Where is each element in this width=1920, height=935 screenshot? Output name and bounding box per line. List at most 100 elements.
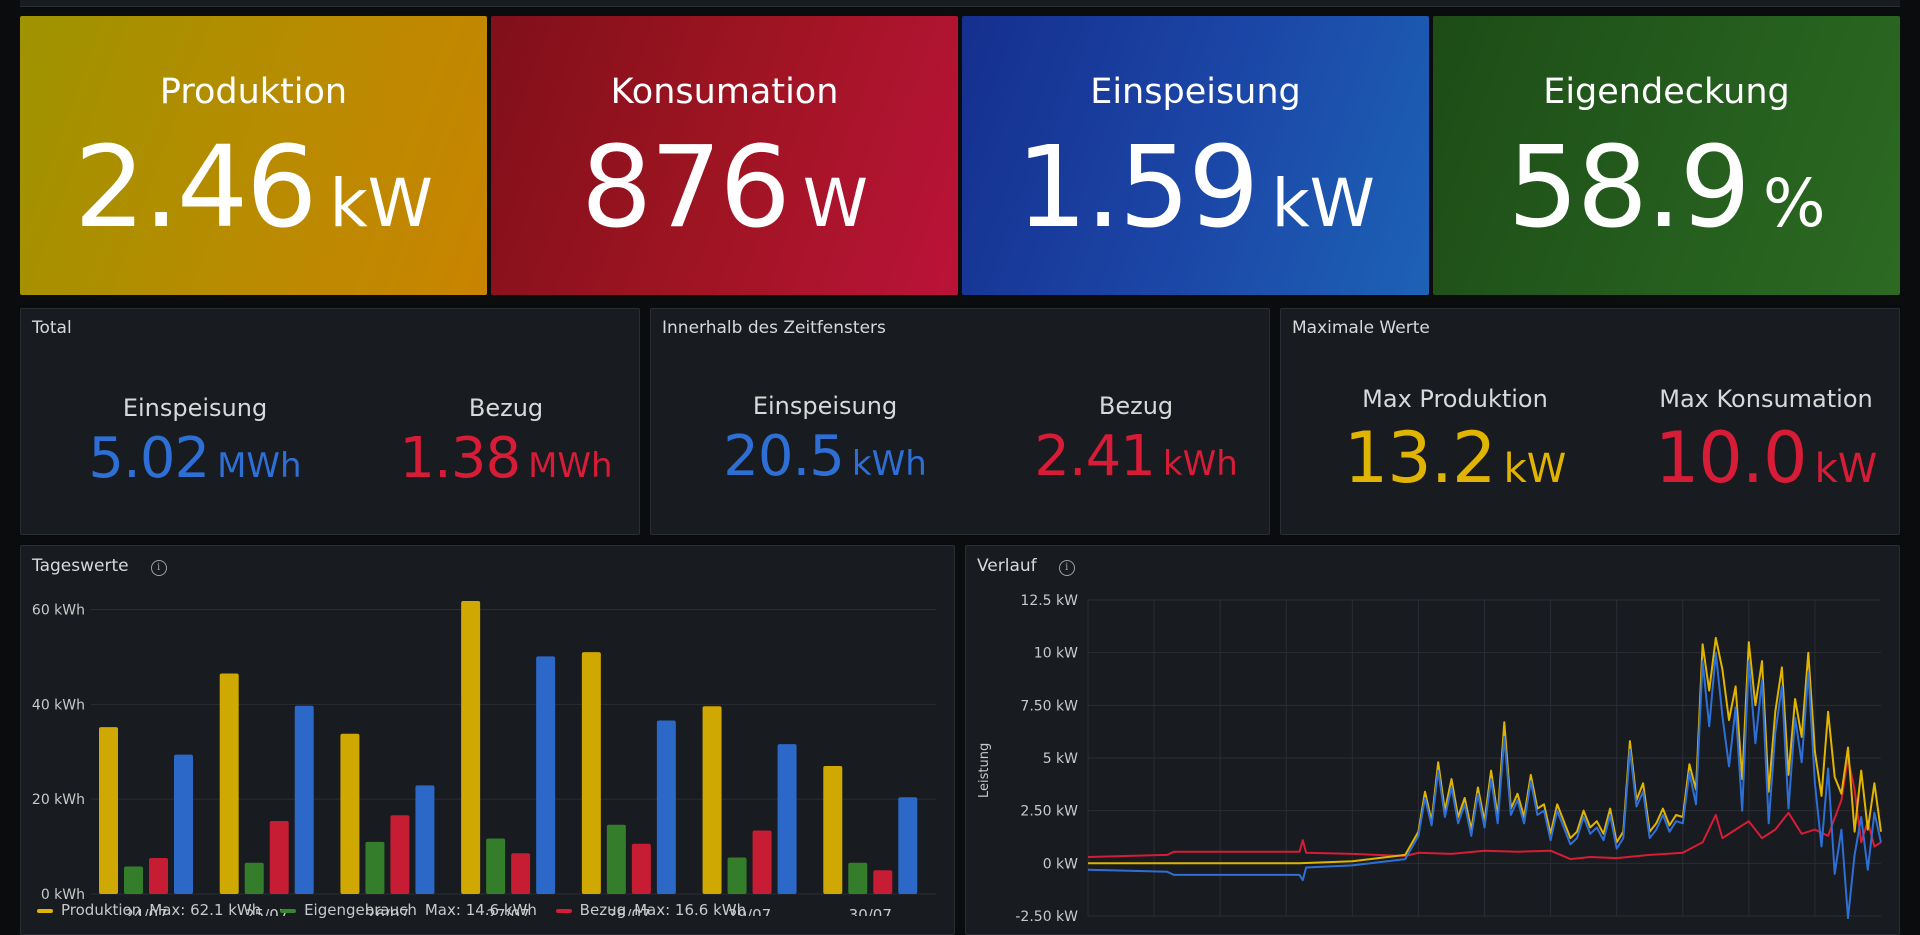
metric-value: 20.5 [723, 424, 845, 489]
bar [461, 600, 481, 894]
legend-item-produktion[interactable]: Produktion Max: 62.1 kWh [37, 901, 261, 919]
stat-title: Eigendeckung [1543, 72, 1790, 112]
metric-unit: MWh [528, 446, 613, 486]
legend-item-bezug[interactable]: Bezug Max: 16.6 kWh [555, 901, 747, 919]
y-tick-label: 7.50 kW [1020, 698, 1078, 714]
panel-zeitfenster[interactable]: Innerhalb des Zeitfensters Einspeisung 2… [650, 308, 1270, 535]
y-tick-label: 40 kWh [32, 697, 85, 713]
y-tick-label: 0 kWh [41, 887, 85, 903]
bar [631, 843, 651, 894]
y-axis-label: Leistung [977, 743, 992, 798]
bar [486, 838, 506, 894]
stat-eigendeckung[interactable]: Eigendeckung 58.9% [1433, 16, 1900, 295]
metric-label: Einspeisung [752, 392, 898, 420]
bar [581, 652, 601, 894]
metric-value: 2.41 [1034, 424, 1156, 489]
bar [777, 744, 797, 894]
x-tick-label: 29/07 [728, 906, 771, 916]
legend-label: Bezug [579, 901, 627, 919]
legend-item-eigengebrauch[interactable]: Eigengebrauch Max: 14.6 kWh [280, 901, 537, 919]
y-tick-label: 5 kW [1043, 751, 1078, 767]
panel-title: Total [32, 318, 72, 338]
total-einspeisung: Einspeisung 5.02 MWh [40, 394, 350, 491]
metric-value: 10.0 [1654, 417, 1808, 499]
max-produktion: Max Produktion 13.2 kW [1300, 385, 1610, 499]
legend-max: Max: 14.6 kWh [424, 901, 537, 919]
y-tick-label: 20 kWh [32, 792, 85, 808]
stat-value: 1.59 [1016, 123, 1259, 253]
y-tick-label: 2.50 kW [1020, 804, 1078, 820]
window-bezug: Bezug 2.41 kWh [981, 392, 1291, 489]
stat-unit: kW [1271, 165, 1375, 242]
metric-value: 5.02 [88, 426, 210, 491]
bar [752, 830, 772, 894]
stat-unit: % [1762, 165, 1826, 242]
panel-maximale-werte[interactable]: Maximale Werte Max Produktion 13.2 kW Max… [1280, 308, 1900, 535]
bar [727, 857, 747, 894]
panel-verlauf[interactable]: Verlauf i -2.50 kW 0 kW 2.50 kW 5 kW 7.50 kW 1… [965, 545, 1900, 935]
metric-unit: MWh [217, 446, 302, 486]
bar [174, 754, 193, 894]
stat-value: 2.46 [74, 123, 317, 253]
bar [340, 733, 360, 894]
metric-unit: kW [1503, 446, 1567, 492]
y-tick-label: 60 kWh [32, 602, 85, 618]
legend-swatch [37, 908, 53, 913]
bar [269, 820, 289, 894]
bar [244, 862, 264, 894]
stat-einspeisung[interactable]: Einspeisung 1.59 kW [962, 16, 1429, 295]
max-konsumation: Max Konsumation 10.0 kW [1611, 385, 1920, 499]
total-bezug: Bezug 1.38 MWh [351, 394, 661, 491]
legend-max: Max: 16.6 kWh [634, 901, 747, 919]
y-tick-label: 12.5 kW [1020, 593, 1078, 609]
info-icon[interactable]: i [1058, 560, 1075, 576]
panel-title: Tageswerte [32, 556, 129, 576]
stat-produktion[interactable]: Produktion 2.46 kW [20, 16, 487, 295]
bar [149, 857, 168, 894]
info-icon[interactable]: i [150, 560, 167, 576]
metric-label: Bezug [468, 394, 544, 422]
bar [898, 797, 918, 894]
bar [415, 785, 435, 894]
bar [511, 853, 531, 894]
stat-value: 58.9 [1507, 123, 1750, 253]
y-tick-label: 0 kW [1043, 856, 1078, 872]
legend-max: Max: 62.1 kWh [149, 901, 262, 919]
x-tick-label: 25/07 [245, 906, 288, 916]
stat-unit: W [802, 165, 869, 242]
bar [873, 870, 893, 894]
metric-value: 13.2 [1343, 417, 1497, 499]
panel-title: Maximale Werte [1292, 318, 1430, 338]
x-tick-label: 26/07 [366, 906, 409, 916]
x-tick-label: 24/07 [124, 906, 167, 916]
bar [124, 866, 143, 894]
stat-title: Einspeisung [1090, 72, 1301, 112]
bar [823, 765, 843, 894]
stat-konsumation[interactable]: Konsumation 876 W [491, 16, 958, 295]
stat-unit: kW [329, 165, 433, 242]
bar [848, 862, 868, 894]
panel-total[interactable]: Total Einspeisung 5.02 MWh Bezug 1.38 MWh [20, 308, 640, 535]
metric-unit: kWh [851, 444, 927, 484]
bar [365, 841, 385, 894]
metric-label: Einspeisung [122, 394, 268, 422]
x-tick-label: 28/07 [607, 906, 650, 916]
metric-label: Max Produktion [1362, 385, 1548, 413]
bar [219, 673, 239, 894]
bar [606, 824, 626, 894]
window-einspeisung: Einspeisung 20.5 kWh [670, 392, 980, 489]
bar [390, 815, 410, 894]
metric-unit: kWh [1162, 444, 1238, 484]
metric-label: Bezug [1098, 392, 1174, 420]
panel-tageswerte[interactable]: Tageswerte i 0 kWh 20 kWh 40 kWh 60 kWh 24/07… [20, 545, 955, 935]
legend-swatch [555, 908, 572, 913]
metric-unit: kW [1814, 446, 1878, 492]
top-row-edge [20, 0, 1900, 7]
bar [656, 720, 676, 894]
stat-title: Konsumation [610, 72, 839, 112]
bar [536, 656, 556, 894]
stat-title: Produktion [159, 72, 348, 112]
metric-value: 1.38 [399, 426, 521, 491]
line-chart: -2.50 kW 0 kW 2.50 kW 5 kW 7.50 kW 10 kW 12.5 … [977, 593, 1882, 925]
metric-label: Max Konsumation [1659, 385, 1873, 413]
